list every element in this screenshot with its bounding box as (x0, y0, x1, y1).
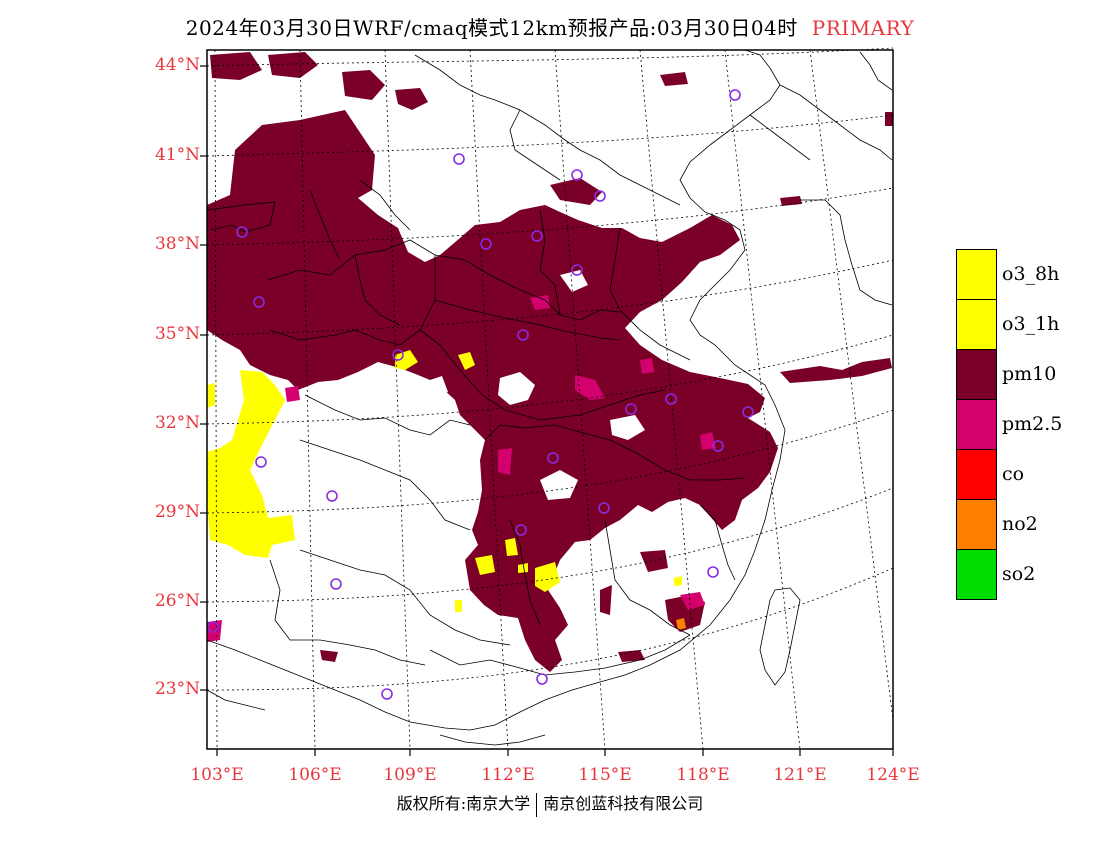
map-title: 2024年03月30日WRF/cmaq模式12km预报产品:03月30日04时 P… (0, 12, 1100, 41)
legend-item-pm10: pm10 (956, 349, 1076, 400)
map-frame (206, 49, 894, 750)
legend-label-so2: so2 (1002, 563, 1036, 585)
stations (207, 89, 754, 700)
legend-item-co: co (956, 449, 1076, 500)
legend-label-no2: no2 (1002, 513, 1038, 535)
pm10-shandong-patch (780, 196, 802, 206)
pm10-inner-mongolia-west (210, 52, 262, 80)
boundaries (206, 49, 893, 746)
lat-label-44: 44°N (154, 55, 200, 75)
lat-label-41: 41°N (154, 145, 200, 165)
clear-holes (430, 270, 645, 500)
lat-label-26: 26°N (154, 591, 200, 611)
graticule (206, 47, 894, 750)
pm10-liaoning-patch (885, 112, 893, 126)
lon-label-103: 103°E (190, 765, 244, 785)
pm10-north-patch (395, 88, 428, 110)
lat-label-32: 32°N (154, 413, 200, 433)
footer-separator (536, 792, 538, 817)
pm10-jiangsu-east (780, 358, 892, 383)
legend-item-o3-1h: o3_1h (956, 299, 1076, 350)
lon-label-106: 106°E (288, 765, 342, 785)
lon-label-112: 112°E (481, 765, 535, 785)
lon-label-118: 118°E (676, 765, 730, 785)
pm10-inner-mongolia-east (342, 70, 385, 100)
legend-swatch-o3-8h (956, 249, 997, 300)
legend-label-o3-8h: o3_8h (1002, 263, 1060, 285)
footer-left: 版权所有:南京大学 (396, 794, 531, 813)
lat-label-35: 35°N (154, 324, 200, 344)
pm10-guangxi (320, 650, 338, 662)
pm10-regions (207, 52, 893, 672)
legend-label-o3-1h: o3_1h (1002, 313, 1060, 335)
pm10-sichuan-north (207, 245, 258, 305)
pm10-taihang (550, 178, 602, 205)
legend-label-pm25: pm2.5 (1002, 413, 1063, 435)
legend: o3_8h o3_1h pm10 pm2.5 co no2 so2 (956, 249, 1076, 600)
o3-regions (207, 350, 682, 612)
lon-label-124: 124°E (866, 765, 920, 785)
legend-item-o3-8h: o3_8h (956, 249, 1076, 300)
legend-swatch-pm10 (956, 349, 997, 400)
legend-label-co: co (1002, 463, 1025, 485)
no2-regions (676, 618, 686, 630)
legend-swatch-no2 (956, 499, 997, 550)
pm10-inner-mongolia-mid (268, 52, 318, 78)
lat-label-29: 29°N (154, 502, 200, 522)
axis-ticks (200, 65, 894, 756)
pm10-main-region (207, 110, 778, 672)
legend-item-pm25: pm2.5 (956, 399, 1076, 450)
legend-swatch-so2 (956, 549, 997, 600)
copyright-footer: 版权所有:南京大学 南京创蓝科技有限公司 (0, 790, 1100, 817)
pm10-guangdong (618, 650, 645, 662)
o3-sichuan-region (207, 370, 295, 558)
legend-swatch-pm25 (956, 399, 997, 450)
pm25-regions (207, 295, 716, 642)
legend-swatch-o3-1h (956, 299, 997, 350)
pm10-northeast-patch (660, 72, 688, 86)
lon-label-115: 115°E (578, 765, 632, 785)
legend-swatch-co (956, 449, 997, 500)
legend-item-no2: no2 (956, 499, 1076, 550)
title-main: 2024年03月30日WRF/cmaq模式12km预报产品:03月30日04时 (185, 16, 798, 40)
title-tag: PRIMARY (811, 16, 915, 40)
lon-label-109: 109°E (383, 765, 437, 785)
legend-label-pm10: pm10 (1002, 363, 1057, 385)
footer-right: 南京创蓝科技有限公司 (543, 794, 704, 813)
pm10-jiangxi-east (640, 550, 668, 572)
legend-item-so2: so2 (956, 549, 1076, 600)
pm10-hunan-south (600, 585, 612, 615)
lat-label-23: 23°N (154, 679, 200, 699)
lat-label-38: 38°N (154, 234, 200, 254)
lon-label-121: 121°E (773, 765, 827, 785)
